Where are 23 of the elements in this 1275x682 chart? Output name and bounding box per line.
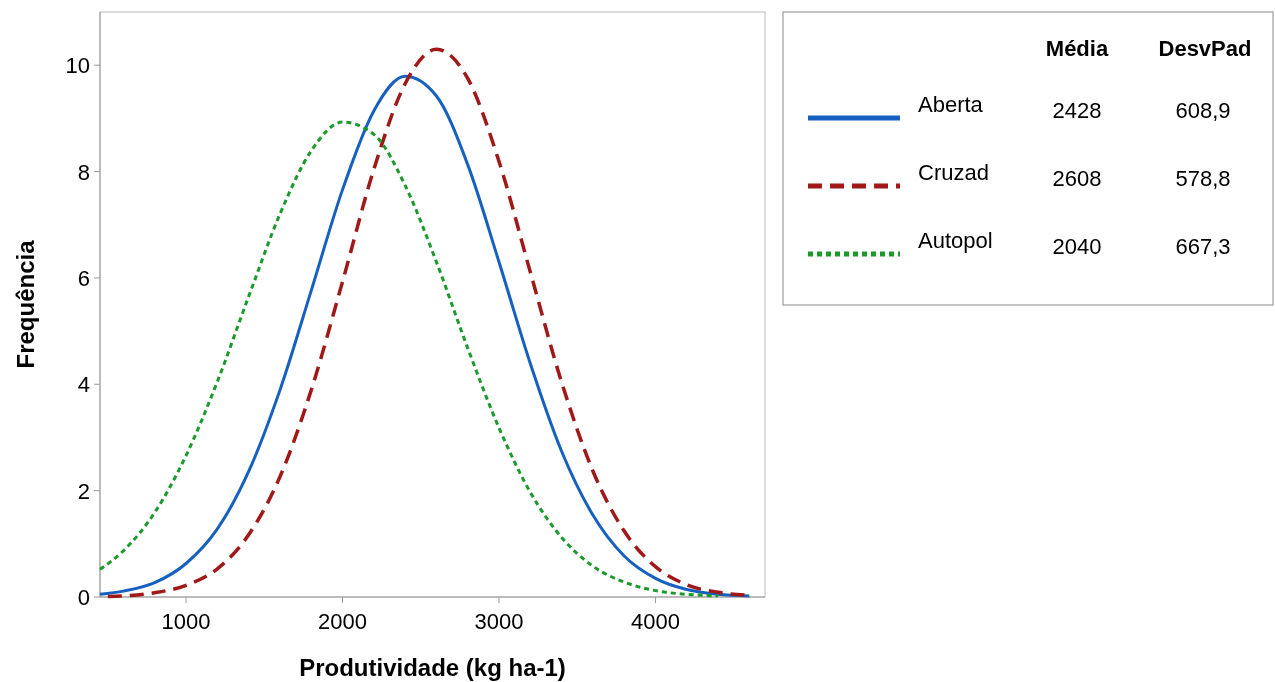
- text: 608,9: [1175, 98, 1231, 123]
- y-axis-title: Frequência: [12, 239, 39, 369]
- y-tick-label: 6: [77, 265, 90, 291]
- y-tick-label: 10: [65, 53, 90, 79]
- y-tick-label: 8: [77, 159, 90, 185]
- text: Média: [1045, 36, 1109, 61]
- y-tick-label: 0: [77, 585, 90, 610]
- x-tick-label: 4000: [630, 609, 680, 634]
- text: 578,8: [1175, 166, 1231, 191]
- text: 667,3: [1175, 234, 1231, 259]
- y-tick-label: 4: [77, 372, 90, 398]
- text: DesvPad: [1158, 36, 1252, 61]
- text: 2428: [1052, 98, 1102, 123]
- y-tick-label: 2: [77, 478, 90, 504]
- x-tick-label: 3000: [474, 609, 524, 634]
- x-tick-label: 1000: [161, 609, 211, 634]
- text: 2608: [1052, 166, 1102, 191]
- legend-label: Autopol: [918, 228, 993, 253]
- x-axis-title: Produtividade (kg ha-1): [299, 654, 566, 681]
- text: 2040: [1052, 234, 1102, 259]
- legend-label: Cruzad: [918, 160, 989, 185]
- legend-label: Aberta: [918, 92, 984, 117]
- x-tick-label: 2000: [318, 609, 368, 634]
